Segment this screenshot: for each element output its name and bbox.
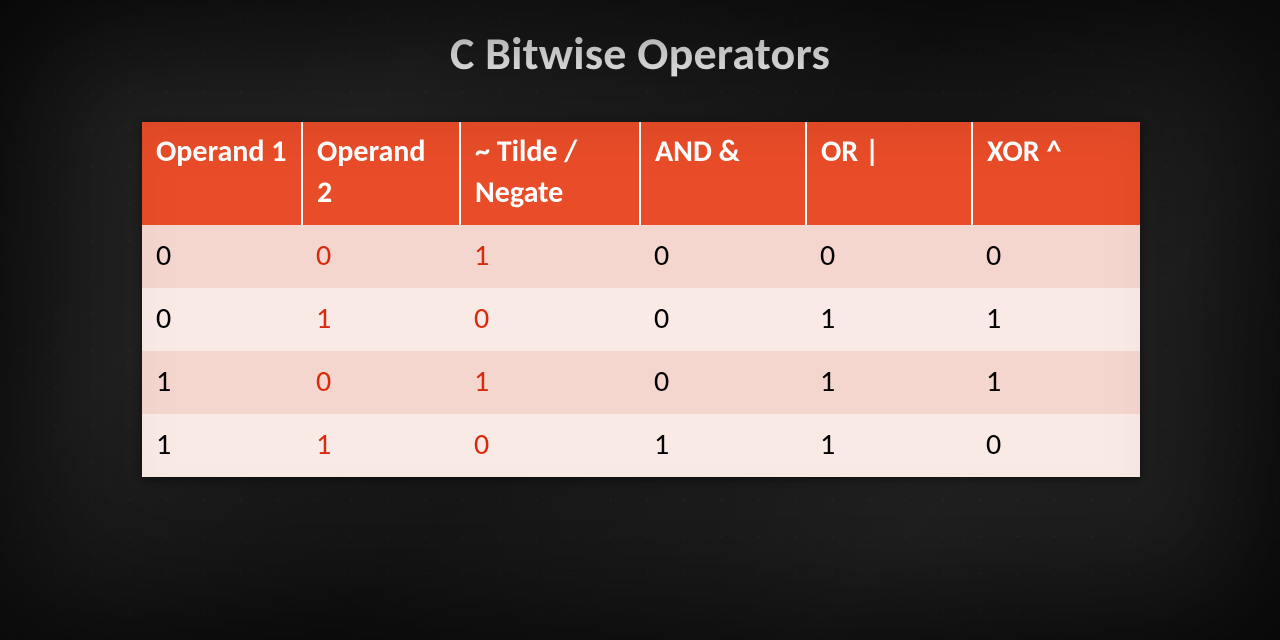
cell: 1 bbox=[142, 351, 302, 414]
bitwise-table-container: Operand 1 Operand 2 ~ Tilde / Negate AND… bbox=[142, 122, 1140, 477]
cell: 1 bbox=[302, 414, 460, 477]
table-row: 0 0 1 0 0 0 bbox=[142, 225, 1140, 288]
cell: 0 bbox=[142, 288, 302, 351]
cell: 0 bbox=[640, 288, 806, 351]
cell: 1 bbox=[972, 288, 1140, 351]
cell: 0 bbox=[142, 225, 302, 288]
cell: 0 bbox=[302, 225, 460, 288]
cell: 0 bbox=[640, 351, 806, 414]
col-operand-1: Operand 1 bbox=[142, 122, 302, 225]
cell: 1 bbox=[806, 288, 972, 351]
cell: 1 bbox=[460, 225, 640, 288]
cell: 0 bbox=[640, 225, 806, 288]
cell: 1 bbox=[302, 288, 460, 351]
page-title: C Bitwise Operators bbox=[0, 26, 1280, 82]
cell: 1 bbox=[640, 414, 806, 477]
cell: 1 bbox=[142, 414, 302, 477]
col-and: AND & bbox=[640, 122, 806, 225]
cell: 0 bbox=[460, 288, 640, 351]
cell: 1 bbox=[806, 351, 972, 414]
table-row: 1 1 0 1 1 0 bbox=[142, 414, 1140, 477]
col-tilde-negate: ~ Tilde / Negate bbox=[460, 122, 640, 225]
cell: 0 bbox=[972, 225, 1140, 288]
cell: 1 bbox=[972, 351, 1140, 414]
table-header-row: Operand 1 Operand 2 ~ Tilde / Negate AND… bbox=[142, 122, 1140, 225]
table-row: 0 1 0 0 1 1 bbox=[142, 288, 1140, 351]
cell: 0 bbox=[302, 351, 460, 414]
table-row: 1 0 1 0 1 1 bbox=[142, 351, 1140, 414]
cell: 0 bbox=[806, 225, 972, 288]
cell: 0 bbox=[460, 414, 640, 477]
cell: 0 bbox=[972, 414, 1140, 477]
bitwise-table: Operand 1 Operand 2 ~ Tilde / Negate AND… bbox=[142, 122, 1140, 477]
col-or: OR | bbox=[806, 122, 972, 225]
col-xor: XOR ^ bbox=[972, 122, 1140, 225]
cell: 1 bbox=[460, 351, 640, 414]
cell: 1 bbox=[806, 414, 972, 477]
col-operand-2: Operand 2 bbox=[302, 122, 460, 225]
